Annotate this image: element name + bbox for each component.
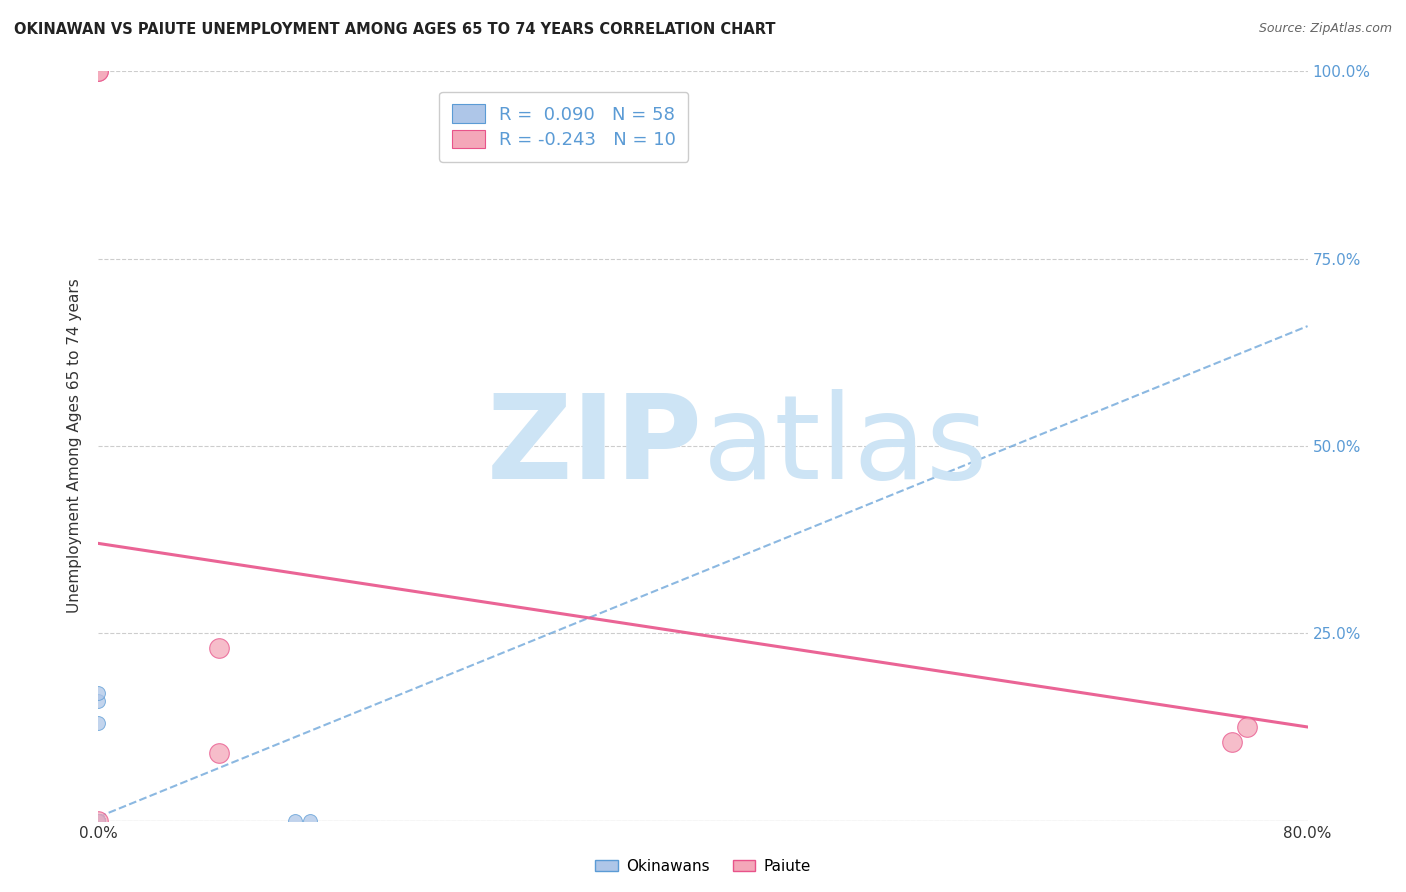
Point bbox=[87, 814, 110, 828]
Point bbox=[87, 814, 110, 828]
Point bbox=[299, 814, 322, 828]
Point bbox=[87, 814, 110, 828]
Point bbox=[284, 814, 307, 828]
Point bbox=[87, 814, 110, 828]
Text: ZIP: ZIP bbox=[486, 389, 703, 503]
Point bbox=[87, 814, 110, 828]
Point bbox=[87, 814, 110, 828]
Point bbox=[87, 814, 110, 828]
Point bbox=[87, 814, 110, 828]
Point bbox=[87, 814, 110, 828]
Point bbox=[87, 814, 110, 828]
Legend: Okinawans, Paiute: Okinawans, Paiute bbox=[589, 853, 817, 880]
Point bbox=[87, 814, 110, 828]
Point bbox=[87, 814, 110, 828]
Point bbox=[87, 814, 110, 828]
Point bbox=[87, 814, 110, 828]
Point bbox=[87, 814, 110, 828]
Text: atlas: atlas bbox=[703, 389, 988, 503]
Point bbox=[87, 814, 110, 828]
Point bbox=[87, 814, 110, 828]
Text: OKINAWAN VS PAIUTE UNEMPLOYMENT AMONG AGES 65 TO 74 YEARS CORRELATION CHART: OKINAWAN VS PAIUTE UNEMPLOYMENT AMONG AG… bbox=[14, 22, 776, 37]
Point bbox=[87, 814, 110, 828]
Point bbox=[87, 814, 110, 828]
Point bbox=[87, 814, 110, 828]
Point bbox=[87, 814, 110, 828]
Point bbox=[87, 814, 110, 828]
Point bbox=[87, 686, 110, 700]
Point bbox=[87, 814, 110, 828]
Point bbox=[87, 814, 110, 828]
Point bbox=[87, 814, 110, 828]
Y-axis label: Unemployment Among Ages 65 to 74 years: Unemployment Among Ages 65 to 74 years bbox=[67, 278, 83, 614]
Point bbox=[87, 814, 110, 828]
Point bbox=[87, 814, 110, 828]
Point bbox=[87, 814, 110, 828]
Point bbox=[87, 694, 110, 708]
Point bbox=[87, 814, 110, 828]
Point bbox=[87, 814, 110, 828]
Point bbox=[208, 641, 231, 656]
Point bbox=[87, 814, 110, 828]
Point bbox=[87, 814, 110, 828]
Legend: R =  0.090   N = 58, R = -0.243   N = 10: R = 0.090 N = 58, R = -0.243 N = 10 bbox=[440, 92, 689, 162]
Point bbox=[87, 814, 110, 828]
Point bbox=[87, 716, 110, 731]
Point bbox=[1220, 735, 1243, 749]
Point bbox=[87, 814, 110, 828]
Point bbox=[87, 814, 110, 828]
Point bbox=[87, 814, 110, 828]
Point bbox=[87, 814, 110, 828]
Point bbox=[87, 814, 110, 828]
Point bbox=[87, 814, 110, 828]
Point bbox=[87, 814, 110, 828]
Point bbox=[87, 814, 110, 828]
Point bbox=[87, 814, 110, 828]
Point bbox=[87, 814, 110, 828]
Text: Source: ZipAtlas.com: Source: ZipAtlas.com bbox=[1258, 22, 1392, 36]
Point bbox=[87, 814, 110, 828]
Point bbox=[87, 64, 110, 78]
Point bbox=[87, 814, 110, 828]
Point bbox=[87, 64, 110, 78]
Point bbox=[1236, 720, 1258, 734]
Point bbox=[208, 746, 231, 760]
Point bbox=[87, 814, 110, 828]
Point bbox=[87, 814, 110, 828]
Point bbox=[87, 814, 110, 828]
Point bbox=[87, 814, 110, 828]
